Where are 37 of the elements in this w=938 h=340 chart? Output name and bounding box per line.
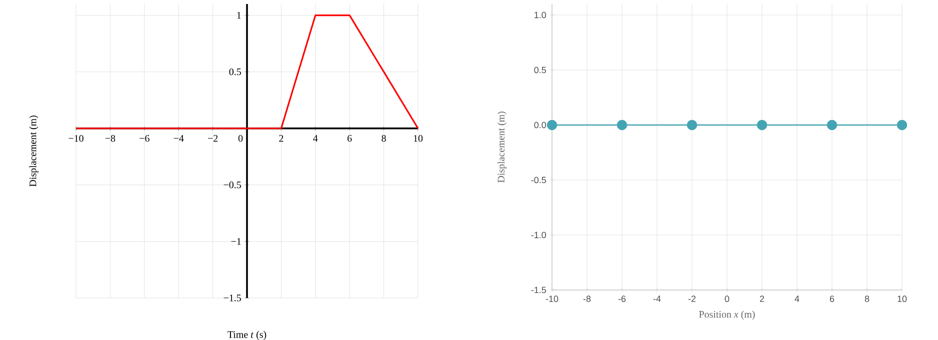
x-tick-label: −2 — [208, 135, 218, 142]
x-tick-label: −8 — [105, 135, 116, 142]
y-tick-label: −0.5 — [224, 182, 241, 188]
y-tick-label: -1.5 — [531, 286, 546, 294]
x-tick-label: 6 — [830, 296, 834, 302]
y-axis-title: Displacement (m) — [29, 116, 38, 187]
y-axis-title: Displacement (m) — [497, 112, 506, 183]
x-tick-label: 8 — [382, 135, 386, 142]
x-tick-label: 2 — [760, 296, 764, 302]
y-tick-label: −1 — [231, 238, 241, 245]
x-tick-label: −6 — [140, 135, 150, 142]
x-tick-label: -8 — [583, 296, 591, 302]
y-tick-label: -1.0 — [531, 232, 546, 238]
x-tick-label: −4 — [174, 135, 184, 142]
y-tick-label: 1.0 — [534, 12, 546, 18]
x-tick-label: 0 — [238, 135, 243, 142]
x-tick-label: 6 — [348, 135, 352, 142]
x-tick-label: 2 — [279, 135, 284, 142]
x-tick-label: 10 — [898, 296, 907, 302]
x-axis-title: Position x (m) — [699, 310, 755, 320]
y-tick-label: 0.5 — [534, 66, 546, 74]
x-tick-label: 8 — [864, 296, 870, 302]
x-tick-label: -2 — [688, 296, 696, 302]
x-tick-label: 4 — [313, 135, 318, 142]
x-tick-label: 10 — [414, 135, 423, 142]
y-tick-label: 0.5 — [229, 68, 241, 76]
x-tick-label: 0 — [724, 296, 730, 302]
x-tick-label: −10 — [68, 135, 84, 142]
x-tick-label: -6 — [618, 296, 626, 302]
y-tick-label: −1.5 — [224, 294, 241, 302]
y-tick-label: 1 — [237, 12, 241, 19]
y-tick-label: -0.5 — [531, 176, 546, 184]
x-tick-label: -4 — [653, 296, 661, 302]
x-axis-title: Time t (s) — [228, 330, 266, 340]
x-tick-label: 4 — [794, 296, 800, 302]
y-tick-label: 0.0 — [534, 122, 546, 128]
x-tick-label: -10 — [546, 296, 558, 302]
